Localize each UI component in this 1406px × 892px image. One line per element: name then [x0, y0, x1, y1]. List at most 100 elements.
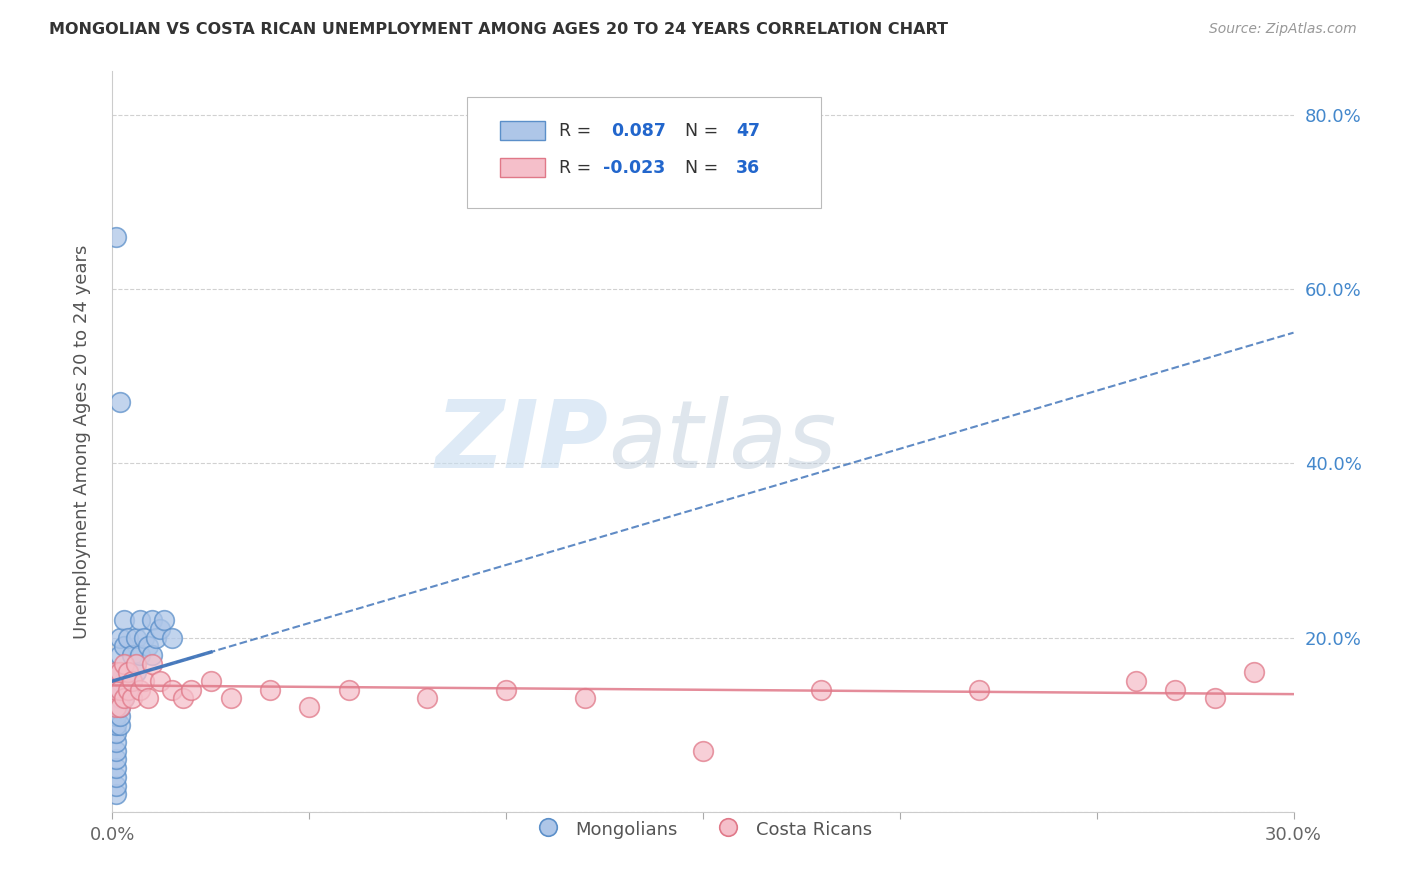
Point [110, 691, 132, 706]
Point [1243, 665, 1265, 680]
FancyBboxPatch shape [467, 97, 821, 209]
Point [200, 674, 222, 689]
Point [416, 691, 439, 706]
Point [110, 648, 132, 662]
Point [136, 639, 159, 653]
Point [967, 682, 990, 697]
Point [105, 230, 128, 244]
Point [105, 752, 128, 766]
Point [152, 613, 174, 627]
Text: 47: 47 [737, 121, 761, 139]
Point [121, 691, 143, 706]
Point [337, 682, 360, 697]
Point [180, 682, 202, 697]
Point [112, 613, 135, 627]
Point [110, 665, 132, 680]
Text: 36: 36 [737, 159, 761, 177]
Point [136, 691, 159, 706]
Point [112, 674, 135, 689]
Point [298, 700, 321, 714]
Point [574, 691, 596, 706]
Point [112, 691, 135, 706]
Point [105, 744, 128, 758]
Point [117, 665, 139, 680]
Point [105, 770, 128, 784]
Point [141, 648, 163, 662]
Point [145, 631, 167, 645]
Point [160, 682, 183, 697]
Point [110, 665, 132, 680]
Point [105, 735, 128, 749]
Point [125, 657, 148, 671]
Text: MONGOLIAN VS COSTA RICAN UNEMPLOYMENT AMONG AGES 20 TO 24 YEARS CORRELATION CHAR: MONGOLIAN VS COSTA RICAN UNEMPLOYMENT AM… [49, 22, 948, 37]
Point [105, 761, 128, 775]
Point [105, 674, 128, 689]
Point [112, 657, 135, 671]
Point [105, 726, 128, 740]
Point [110, 709, 132, 723]
Text: R =: R = [560, 159, 596, 177]
Point [110, 700, 132, 714]
Point [105, 717, 128, 731]
Point [110, 682, 132, 697]
Text: ZIP: ZIP [436, 395, 609, 488]
Point [105, 779, 128, 793]
Point [110, 682, 132, 697]
Point [112, 691, 135, 706]
Point [117, 682, 139, 697]
Bar [501, 159, 544, 177]
Text: atlas: atlas [609, 396, 837, 487]
Point [117, 665, 139, 680]
Point [495, 682, 517, 697]
Point [105, 682, 128, 697]
Point [219, 691, 242, 706]
Y-axis label: Unemployment Among Ages 20 to 24 years: Unemployment Among Ages 20 to 24 years [73, 244, 91, 639]
Point [1125, 674, 1147, 689]
Point [110, 395, 132, 409]
Point [132, 631, 155, 645]
Text: R =: R = [560, 121, 596, 139]
Point [125, 665, 148, 680]
Point [132, 674, 155, 689]
Point [149, 674, 172, 689]
Point [110, 674, 132, 689]
Point [105, 665, 128, 680]
Point [1204, 691, 1226, 706]
Point [121, 674, 143, 689]
Point [110, 631, 132, 645]
Point [141, 657, 163, 671]
Point [105, 709, 128, 723]
Point [105, 665, 128, 680]
Point [117, 682, 139, 697]
Point [105, 700, 128, 714]
Text: N =: N = [685, 121, 724, 139]
Point [141, 613, 163, 627]
Text: 0.087: 0.087 [610, 121, 666, 139]
Point [110, 717, 132, 731]
Point [129, 682, 152, 697]
Point [121, 674, 143, 689]
Text: Source: ZipAtlas.com: Source: ZipAtlas.com [1209, 22, 1357, 37]
Point [112, 639, 135, 653]
Legend: Mongolians, Costa Ricans: Mongolians, Costa Ricans [527, 811, 879, 847]
Point [129, 613, 152, 627]
Point [692, 744, 714, 758]
Point [160, 631, 183, 645]
Point [125, 631, 148, 645]
Point [105, 691, 128, 706]
Point [117, 631, 139, 645]
Point [121, 648, 143, 662]
Text: N =: N = [685, 159, 724, 177]
Point [172, 691, 194, 706]
Point [149, 622, 172, 636]
Point [129, 648, 152, 662]
Point [105, 787, 128, 801]
Point [810, 682, 832, 697]
Bar [501, 121, 544, 140]
Text: -0.023: -0.023 [603, 159, 665, 177]
Point [259, 682, 281, 697]
Point [105, 682, 128, 697]
Point [110, 700, 132, 714]
Point [105, 700, 128, 714]
Point [1164, 682, 1187, 697]
